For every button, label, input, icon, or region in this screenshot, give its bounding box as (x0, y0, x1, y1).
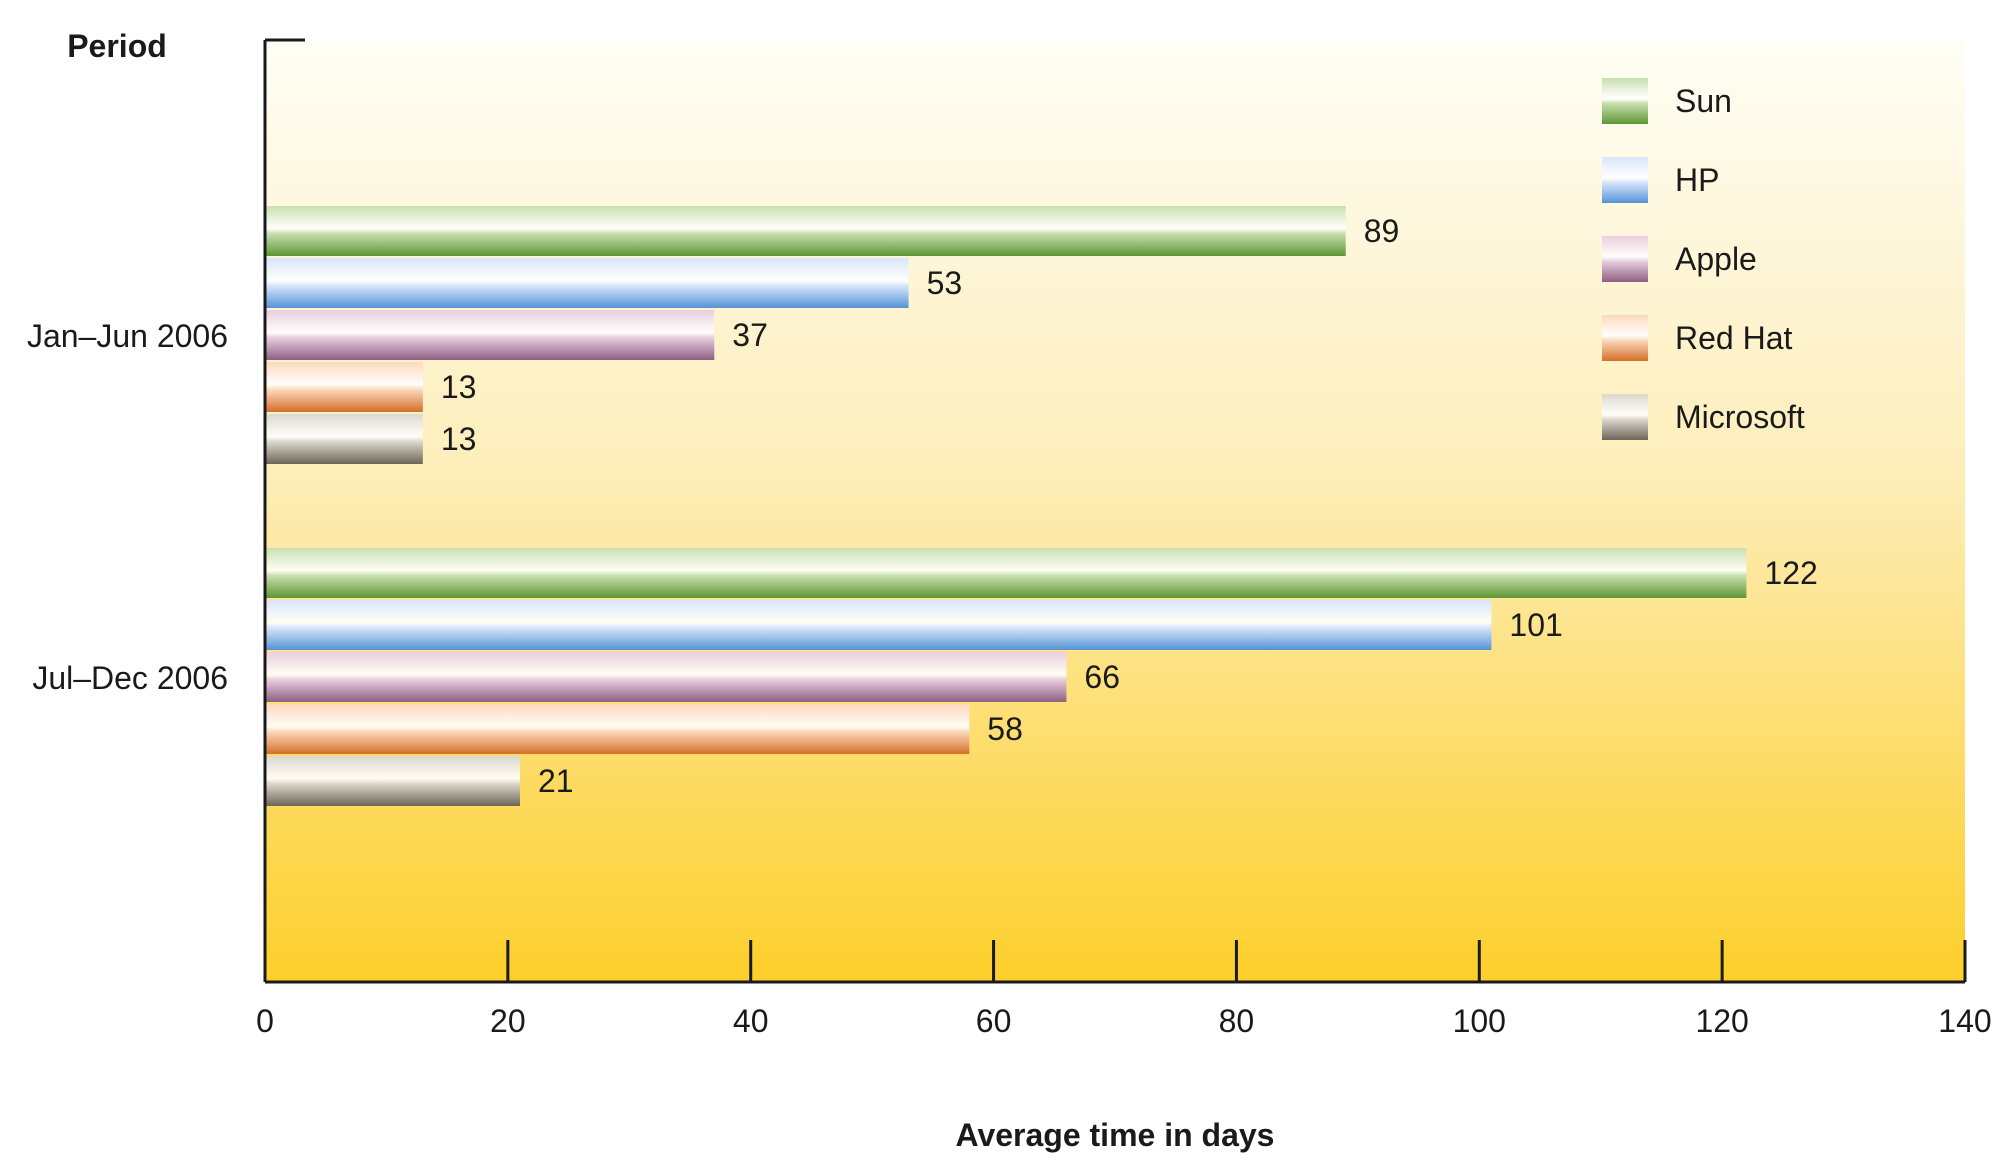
x-tick-label-140: 140 (1938, 1003, 1991, 1039)
bar-hp-jan-jun-2006 (265, 258, 909, 308)
plot-background (265, 40, 1965, 982)
data-label-hp-jan-jun-2006: 53 (927, 265, 963, 301)
bar-red-hat-jan-jun-2006 (265, 362, 423, 412)
x-tick-label-40: 40 (733, 1003, 769, 1039)
x-tick-label-100: 100 (1453, 1003, 1506, 1039)
y-axis-title: Period (67, 28, 167, 64)
x-tick-label-80: 80 (1219, 1003, 1255, 1039)
x-tick-label-120: 120 (1695, 1003, 1748, 1039)
bar-red-hat-jul-dec-2006 (265, 704, 970, 754)
legend-swatch-apple (1602, 236, 1648, 282)
data-label-sun-jul-dec-2006: 122 (1764, 555, 1817, 591)
category-label-jul-dec-2006: Jul–Dec 2006 (32, 660, 228, 696)
x-axis-title: Average time in days (956, 1117, 1275, 1153)
bar-sun-jan-jun-2006 (265, 206, 1346, 256)
data-label-red-hat-jul-dec-2006: 58 (987, 711, 1023, 747)
legend-swatch-hp (1602, 157, 1648, 203)
data-label-apple-jan-jun-2006: 37 (732, 317, 768, 353)
legend-label-microsoft: Microsoft (1675, 399, 1805, 435)
bar-sun-jul-dec-2006 (265, 548, 1747, 598)
data-label-sun-jan-jun-2006: 89 (1364, 213, 1400, 249)
x-tick-label-20: 20 (490, 1003, 526, 1039)
legend-label-hp: HP (1675, 162, 1719, 198)
data-label-microsoft-jan-jun-2006: 13 (441, 421, 477, 457)
legend-label-apple: Apple (1675, 241, 1757, 277)
legend-label-sun: Sun (1675, 83, 1732, 119)
x-tick-label-0: 0 (256, 1003, 274, 1039)
data-label-hp-jul-dec-2006: 101 (1509, 607, 1562, 643)
bar-microsoft-jul-dec-2006 (265, 756, 520, 806)
data-label-red-hat-jan-jun-2006: 13 (441, 369, 477, 405)
category-label-jan-jun-2006: Jan–Jun 2006 (27, 318, 228, 354)
bar-apple-jan-jun-2006 (265, 310, 715, 360)
bar-apple-jul-dec-2006 (265, 652, 1067, 702)
bar-hp-jul-dec-2006 (265, 600, 1492, 650)
legend-swatch-red-hat (1602, 315, 1648, 361)
legend-swatch-sun (1602, 78, 1648, 124)
legend-label-red-hat: Red Hat (1675, 320, 1793, 356)
data-label-microsoft-jul-dec-2006: 21 (538, 763, 574, 799)
data-label-apple-jul-dec-2006: 66 (1084, 659, 1120, 695)
bar-microsoft-jan-jun-2006 (265, 414, 423, 464)
legend-swatch-microsoft (1602, 394, 1648, 440)
x-tick-label-60: 60 (976, 1003, 1012, 1039)
